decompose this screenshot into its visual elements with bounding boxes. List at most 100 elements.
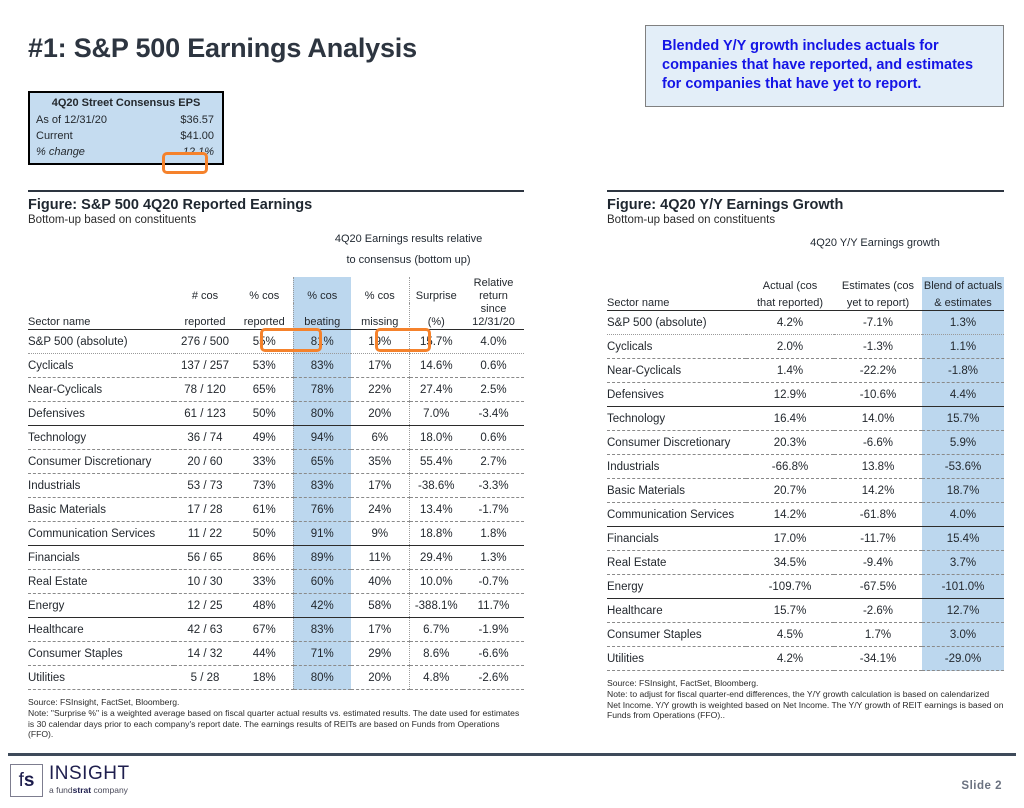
left-note: Note: "Surprise %" is a weighted average… bbox=[28, 707, 520, 740]
right-col-estimates-l2: yet to report) bbox=[834, 293, 922, 311]
left-cell-pct-reported: 65% bbox=[236, 377, 293, 402]
left-cell-pct-reported: 33% bbox=[236, 569, 293, 594]
left-cell-surprise: -38.6% bbox=[408, 473, 463, 498]
left-cell-pct-beating: 94% bbox=[292, 425, 351, 450]
yy-growth-table: 4Q20 Y/Y Earnings growth Actual (cos Est… bbox=[607, 226, 1004, 671]
logo-mark-s: s bbox=[23, 770, 35, 791]
eps-row-as-of-value: $36.57 bbox=[180, 114, 214, 126]
left-cell-cos-reported: 12 / 25 bbox=[174, 593, 236, 618]
left-col-pct-missing-l1: % cos bbox=[364, 290, 395, 302]
left-cell-cos-reported: 17 / 28 bbox=[174, 497, 236, 522]
left-cell-rel-return: 2.5% bbox=[463, 377, 525, 402]
left-cell-pct-beating: 91% bbox=[292, 521, 351, 546]
left-cell-sector: Energy bbox=[28, 593, 174, 618]
left-cell-pct-reported: 48% bbox=[236, 593, 293, 618]
left-cell-pct-beating: 81% bbox=[292, 329, 351, 354]
logo-name: INSIGHT bbox=[49, 763, 130, 784]
left-cell-pct-beating: 80% bbox=[292, 665, 351, 690]
table-row: Defensives 12.9% -10.6% 4.4% bbox=[607, 382, 1004, 407]
table-row: Defensives 61 / 123 50% 80% 20% 7.0% -3.4% bbox=[28, 401, 525, 426]
left-span-header-line2: to consensus (bottom up) bbox=[346, 254, 471, 266]
left-cell-sector: Industrials bbox=[28, 473, 174, 498]
right-spacer-row bbox=[607, 260, 1004, 277]
left-cell-rel-return: 1.8% bbox=[463, 521, 525, 546]
left-col-pct-beating-l1: % cos bbox=[292, 277, 351, 303]
left-cell-cos-reported: 14 / 32 bbox=[174, 641, 236, 666]
right-cell-estimates: -10.6% bbox=[834, 382, 922, 407]
left-cell-cos-reported: 5 / 28 bbox=[174, 665, 236, 690]
left-cell-pct-missing: 29% bbox=[351, 641, 409, 666]
left-cell-surprise: 13.4% bbox=[408, 497, 463, 522]
right-cell-estimates: 13.8% bbox=[834, 454, 922, 479]
left-cell-sector: Consumer Staples bbox=[28, 641, 174, 666]
page-title: #1: S&P 500 Earnings Analysis bbox=[28, 33, 417, 63]
left-cell-cos-reported: 78 / 120 bbox=[174, 377, 236, 402]
left-column-header-row-2: Sector name reported reported beating mi… bbox=[28, 303, 525, 330]
left-cell-rel-return: 11.7% bbox=[463, 593, 525, 618]
left-cell-rel-return: 1.3% bbox=[463, 545, 525, 570]
right-cell-actual: 4.2% bbox=[746, 646, 834, 671]
right-cell-estimates: -9.4% bbox=[834, 550, 922, 575]
left-cell-cos-reported: 20 / 60 bbox=[174, 449, 236, 474]
table-row: Industrials -66.8% 13.8% -53.6% bbox=[607, 454, 1004, 479]
right-col-blend-l2: & estimates bbox=[922, 293, 1004, 311]
left-cell-sector: S&P 500 (absolute) bbox=[28, 329, 174, 354]
right-cell-estimates: -7.1% bbox=[834, 310, 922, 335]
left-source-note: Source: FSInsight, FactSet, Bloomberg. N… bbox=[28, 697, 524, 740]
table-row: Financials 17.0% -11.7% 15.4% bbox=[607, 526, 1004, 551]
callout-blended-growth: Blended Y/Y growth includes actuals for … bbox=[645, 25, 1004, 107]
left-cell-surprise: 15.7% bbox=[408, 329, 463, 354]
right-cell-sector: Communication Services bbox=[607, 502, 746, 527]
left-cell-surprise: 6.7% bbox=[408, 617, 463, 642]
right-cell-blend: -1.8% bbox=[922, 358, 1004, 383]
table-row: Consumer Staples 4.5% 1.7% 3.0% bbox=[607, 622, 1004, 647]
right-cell-blend: 3.7% bbox=[922, 550, 1004, 575]
right-cell-sector: Healthcare bbox=[607, 598, 746, 623]
table-row: Technology 36 / 74 49% 94% 6% 18.0% 0.6% bbox=[28, 425, 525, 450]
right-cell-sector: S&P 500 (absolute) bbox=[607, 310, 746, 335]
right-cell-blend: 3.0% bbox=[922, 622, 1004, 647]
right-cell-actual: 14.2% bbox=[746, 502, 834, 527]
left-cell-pct-missing: 17% bbox=[351, 353, 409, 378]
right-panel: Figure: 4Q20 Y/Y Earnings Growth Bottom-… bbox=[607, 190, 1004, 721]
right-column-header-row-2: Sector name that reported) yet to report… bbox=[607, 293, 1004, 311]
slide-number: Slide 2 bbox=[961, 780, 1002, 792]
left-col-sector-name: Sector name bbox=[28, 303, 174, 330]
left-cell-pct-missing: 22% bbox=[351, 377, 409, 402]
right-col-blend-l1: Blend of actuals bbox=[922, 277, 1004, 293]
left-column-header-row-1: # cos % cos % cos % cos Surprise Relativ… bbox=[28, 277, 524, 303]
left-cell-surprise: 7.0% bbox=[408, 401, 463, 426]
left-cell-pct-reported: 67% bbox=[236, 617, 293, 642]
right-cell-sector: Basic Materials bbox=[607, 478, 746, 503]
left-cell-rel-return: -1.9% bbox=[463, 617, 525, 642]
right-cell-blend: 15.4% bbox=[922, 526, 1004, 551]
right-figure-title: Figure: 4Q20 Y/Y Earnings Growth bbox=[607, 197, 844, 213]
left-cell-pct-missing: 58% bbox=[351, 593, 409, 618]
right-cell-sector: Consumer Staples bbox=[607, 622, 746, 647]
left-cell-pct-missing: 40% bbox=[351, 569, 409, 594]
right-cell-blend: 1.3% bbox=[922, 310, 1004, 335]
left-panel-rule bbox=[28, 190, 524, 192]
right-cell-actual: 17.0% bbox=[746, 526, 834, 551]
right-cell-actual: 1.4% bbox=[746, 358, 834, 383]
right-panel-rule bbox=[607, 190, 1004, 192]
table-row: Communication Services 11 / 22 50% 91% 9% 18.… bbox=[28, 521, 525, 546]
left-cell-surprise: 27.4% bbox=[408, 377, 463, 402]
eps-row-pct-change-value: 12.1% bbox=[182, 146, 214, 158]
left-cell-sector: Utilities bbox=[28, 665, 174, 690]
right-cell-estimates: 14.0% bbox=[834, 406, 922, 431]
left-cell-pct-missing: 20% bbox=[351, 401, 409, 426]
left-cell-rel-return: -2.6% bbox=[463, 665, 525, 690]
right-cell-blend: -29.0% bbox=[922, 646, 1004, 671]
logo-tagline: a fundstrat company bbox=[49, 785, 130, 795]
left-col-rel-return-l2: since 12/31/20 bbox=[463, 303, 525, 330]
left-cell-pct-missing: 9% bbox=[351, 521, 409, 546]
left-cell-pct-reported: 44% bbox=[236, 641, 293, 666]
right-cell-actual: 4.5% bbox=[746, 622, 834, 647]
left-cell-surprise: -388.1% bbox=[408, 593, 463, 618]
right-cell-sector: Technology bbox=[607, 406, 746, 431]
left-cell-cos-reported: 137 / 257 bbox=[174, 353, 236, 378]
left-cell-sector: Real Estate bbox=[28, 569, 174, 594]
table-row: S&P 500 (absolute) 276 / 500 55% 81% 19% 15.7… bbox=[28, 329, 525, 354]
